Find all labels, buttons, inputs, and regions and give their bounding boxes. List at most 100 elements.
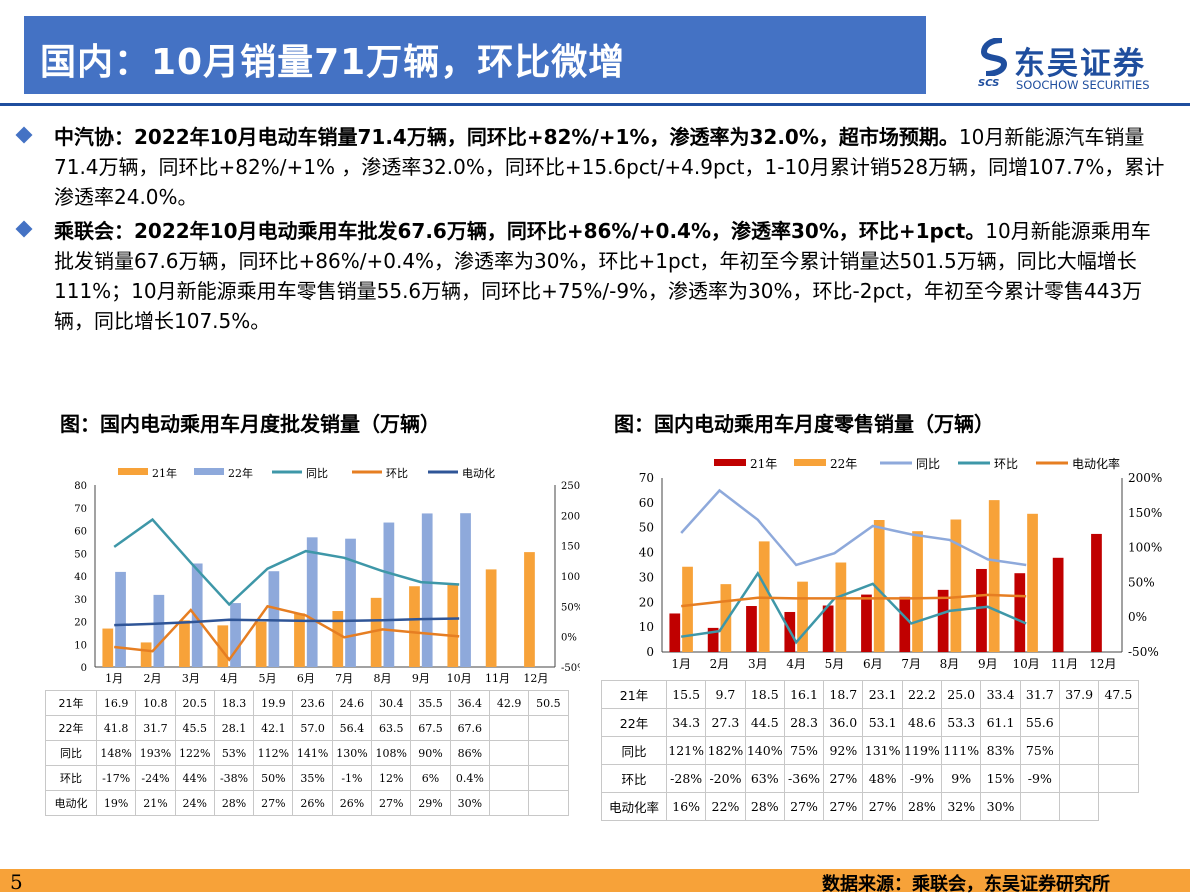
table-cell: 26%	[331, 790, 373, 816]
table-row: 环比 -28% -20% 63% -36% 27% 48% -9% 9% 15% -9%	[601, 764, 1139, 793]
x-tick-label: 4月	[220, 672, 238, 685]
chart1-title: 图：国内电动乘用车月度批发销量（万辆）	[60, 412, 440, 436]
row-label: 电动化率	[601, 792, 667, 821]
line-电动化	[114, 617, 460, 627]
table-cell: 19.9	[253, 690, 294, 716]
y2-tick-label: 100%	[1128, 541, 1162, 555]
legend-label: 环比	[386, 467, 408, 480]
y2-tick-label: -50%	[1128, 645, 1159, 659]
y-tick-label: 60	[74, 527, 87, 538]
bullet-bold: 中汽协：2022年10月电动车销量71.4万辆，同环比+82%/+1%，渗透率为…	[54, 125, 959, 149]
x-tick-label: 6月	[863, 657, 883, 671]
table-cell: 45.5	[174, 715, 215, 741]
bar-21年	[669, 613, 681, 652]
bar-21年	[822, 605, 834, 652]
line-同比	[680, 488, 1027, 567]
bar-21年	[1052, 557, 1064, 652]
table-cell: 122%	[174, 740, 215, 766]
bar-21年	[524, 552, 535, 667]
bar-22年	[1027, 513, 1038, 652]
bar-21年	[217, 625, 229, 667]
x-tick-label: 8月	[374, 672, 392, 685]
bar-21年	[937, 589, 949, 652]
y2-tick-label: 0%	[561, 633, 577, 644]
bullet-body: 10月新能源汽车销量71.4万辆，同环比+82%/+1% ，渗透率32.0%，同…	[54, 125, 1165, 209]
table-cell: 112%	[253, 740, 294, 766]
bullet-diamond-icon	[15, 220, 33, 238]
bullet-diamond-icon	[15, 126, 33, 144]
line-环比	[114, 604, 460, 662]
table-cell: 22%	[705, 792, 746, 821]
legend-label: 电动化	[462, 466, 495, 480]
table-cell: 9.7	[705, 680, 746, 709]
table-row: 21年 15.5 9.7 18.5 16.1 18.7 23.1 22.2 25.0 33.4 31…	[601, 680, 1139, 709]
table-row: 同比 148% 193% 122% 53% 112% 141% 130% 108% 90% 86%	[45, 740, 569, 766]
table-cell: 10.8	[135, 690, 176, 716]
chart-retail: 0 10 20 30 40 50 60 70 -50% 0% 50% 100% 150% 200% 1月 2月…	[639, 456, 1163, 671]
bar-22年	[682, 566, 693, 652]
logo-abbr: SCS	[978, 78, 1000, 89]
table-cell: -24%	[135, 765, 176, 791]
x-tick-label: 5月	[259, 672, 277, 685]
x-tick-label: 1月	[671, 657, 691, 671]
bar-21年	[899, 596, 911, 652]
bar-22年	[421, 513, 433, 667]
y2-tick-label: 50%	[561, 602, 580, 613]
table-cell: 141%	[292, 740, 333, 766]
table-cell: 0.4%	[449, 765, 490, 791]
table-cell: 53%	[213, 740, 255, 766]
table-cell: 28%	[901, 792, 943, 821]
table-cell: 23.6	[292, 690, 333, 716]
y2-tick-label: 250%	[561, 481, 580, 492]
header-divider	[0, 103, 1190, 106]
table-cell	[488, 740, 530, 766]
y-tick-label: 50	[74, 549, 87, 560]
table-cell: 35.5	[410, 690, 451, 716]
table-cell: 27.3	[705, 708, 746, 737]
table-cell	[1058, 736, 1100, 765]
bar-22年	[306, 537, 318, 667]
row-label: 22年	[601, 708, 667, 737]
table-cell: 111%	[941, 736, 982, 765]
x-tick-label: 8月	[940, 657, 960, 671]
table-cell: 36.0	[823, 708, 864, 737]
y2-tick-label: 150%	[561, 542, 580, 553]
table-cell: 31.7	[135, 715, 176, 741]
bar-22年	[460, 513, 471, 667]
y2-tick-label: 200%	[561, 511, 580, 522]
legend-swatch	[714, 459, 746, 466]
logo-name: 东吴证券	[1014, 46, 1146, 82]
table-cell: 27%	[783, 792, 825, 821]
page-title: 国内：10月销量71万辆，环比微增	[40, 42, 626, 83]
bar-21年	[485, 569, 497, 667]
table-cell: 83%	[980, 736, 1021, 765]
table-cell: 50.5	[528, 690, 569, 716]
table-cell	[488, 790, 530, 816]
table-cell	[1058, 792, 1100, 821]
legend-label: 电动化率	[1072, 456, 1120, 471]
bar-22年	[988, 500, 1000, 652]
row-label: 21年	[601, 680, 667, 709]
table-cell: 48.6	[901, 708, 943, 737]
legend-label: 同比	[306, 467, 328, 480]
bar-21年	[370, 597, 382, 667]
table-cell: 28.3	[783, 708, 825, 737]
table-cell: 182%	[705, 736, 746, 765]
bar-21年	[1091, 533, 1102, 652]
table-row: 22年 34.3 27.3 44.5 28.3 36.0 53.1 48.6 53.3 61.1 5…	[601, 708, 1139, 737]
title-bar: 国内：10月销量71万辆，环比微增	[24, 16, 926, 94]
y-tick-label: 0	[81, 663, 87, 674]
table-cell: 140%	[744, 736, 785, 765]
bar-22年	[383, 522, 395, 667]
table-row: 21年 16.9 10.8 20.5 18.3 19.9 23.6 24.6 30.4 35.5 3…	[45, 690, 569, 716]
row-label: 电动化	[45, 790, 97, 816]
bar-22年	[835, 562, 847, 652]
table-cell: -9%	[1019, 764, 1060, 793]
x-tick-label: 3月	[748, 657, 768, 671]
table-cell: 148%	[95, 740, 137, 766]
line-电动化率	[681, 593, 1027, 608]
table-cell: 42.1	[253, 715, 294, 741]
x-tick-label: 12月	[1089, 657, 1116, 671]
table-cell: 29%	[410, 790, 451, 816]
table-cell	[1058, 764, 1100, 793]
